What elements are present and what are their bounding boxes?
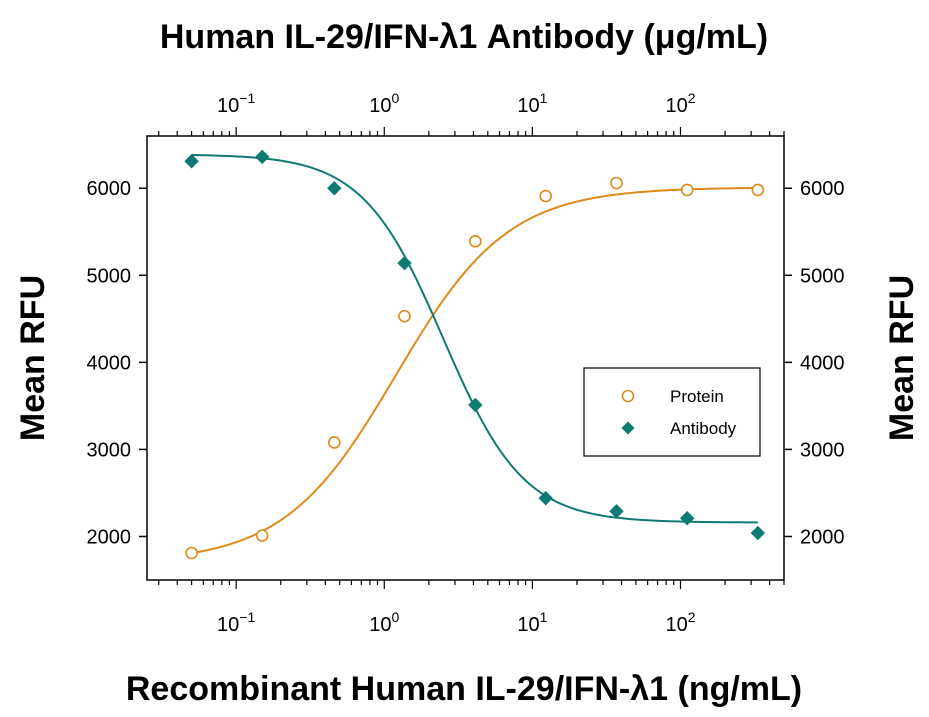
legend-label-antibody: Antibody	[670, 419, 737, 438]
legend: Protein Antibody	[583, 367, 761, 457]
y-tick-label-left: 2000	[87, 526, 132, 548]
data-point-protein	[185, 546, 198, 560]
data-point-antibody	[538, 490, 553, 506]
x-tick-label-bottom: 102	[665, 609, 695, 636]
y-tick-label-left: 6000	[87, 178, 132, 200]
data-point-protein	[469, 235, 482, 248]
data-point-protein	[398, 309, 411, 323]
y-tick-label-right: 6000	[800, 178, 845, 200]
fit-curve-protein	[191, 186, 758, 555]
y-tick-label-right: 5000	[800, 265, 845, 287]
y-tick-label-left: 3000	[87, 439, 132, 461]
data-point-protein	[680, 183, 694, 197]
y-axis-label-right: Mean RFU	[883, 275, 921, 441]
data-point-antibody	[255, 149, 270, 165]
x-tick-label-top: 100	[369, 90, 399, 117]
fit-curves	[191, 153, 758, 555]
legend-marker-antibody	[621, 421, 635, 435]
data-point-antibody	[184, 154, 199, 169]
y-tick-label-right: 4000	[800, 352, 845, 374]
data-point-antibody	[609, 504, 624, 519]
y-tick-label-right: 2000	[800, 526, 845, 548]
chart-title: Human IL-29/IFN-λ1 Antibody (μg/mL)	[160, 18, 768, 56]
data-point-protein	[539, 189, 552, 203]
x-tick-label-bottom: 10−1	[217, 609, 255, 636]
fit-curve-antibody	[191, 153, 758, 524]
legend-label-protein: Protein	[670, 387, 724, 406]
y-axis-label-left: Mean RFU	[14, 275, 52, 441]
x-tick-label-bottom: 101	[517, 609, 547, 636]
data-point-antibody	[750, 525, 766, 541]
plot-frame-group	[146, 135, 785, 581]
x-tick-label-top: 102	[665, 90, 695, 117]
data-point-antibody	[397, 255, 412, 271]
tick-labels: 2000 2000 3000 3000 4000 4000 5000 5000 6000 6000…	[87, 90, 845, 636]
axis-ticks	[139, 127, 792, 589]
data-point-antibody	[327, 181, 342, 196]
plot-frame	[146, 135, 785, 581]
data-point-protein	[751, 183, 765, 197]
x-tick-label-bottom: 100	[369, 609, 399, 636]
legend-marker-protein	[621, 389, 635, 403]
y-tick-label-left: 5000	[87, 265, 132, 287]
data-point-antibody	[468, 397, 483, 413]
data-points	[184, 149, 766, 560]
x-tick-label-top: 10−1	[217, 90, 255, 117]
y-tick-label-left: 4000	[87, 352, 132, 374]
data-point-protein	[255, 529, 269, 542]
data-point-protein	[328, 436, 341, 449]
y-tick-label-right: 3000	[800, 439, 845, 461]
legend-box	[583, 367, 761, 457]
data-point-protein	[610, 176, 623, 190]
x-axis-label: Recombinant Human IL-29/IFN-λ1 (ng/mL)	[126, 670, 802, 708]
data-point-antibody	[679, 510, 695, 526]
x-tick-label-top: 101	[517, 90, 547, 117]
